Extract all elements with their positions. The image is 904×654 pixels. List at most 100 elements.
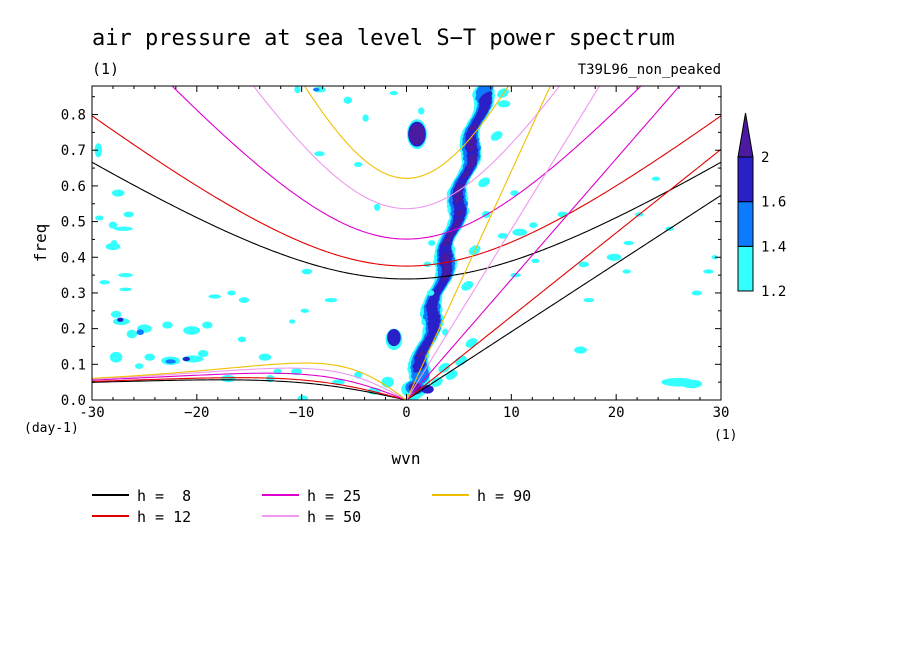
y-tick-label: 0.0 (61, 393, 86, 409)
contour-fill (389, 90, 399, 96)
y-tick-label: 0.7 (61, 143, 86, 159)
contour-fill (454, 196, 463, 204)
rossby-curve-h25 (92, 372, 407, 400)
y-tick-label: 0.8 (61, 108, 86, 124)
contour-fill (468, 158, 476, 166)
colorbar-label: 2 (761, 150, 769, 166)
contour-fill (314, 151, 325, 157)
inertia-gravity-curve-h8 (92, 161, 721, 280)
x-tick-label: 30 (713, 405, 730, 421)
rossby-curve-h8 (92, 379, 407, 400)
contour-fill (197, 350, 209, 358)
contour-fill (354, 162, 363, 167)
contour-fill (490, 131, 503, 141)
legend-label-h50: h = 50 (307, 508, 361, 526)
contour-fill (468, 153, 477, 161)
colorbar: 1.2 1.4 1.6 2 (737, 112, 786, 300)
rossby-curve-h90 (92, 362, 407, 400)
contour-fill (126, 329, 138, 339)
contour-fill (381, 376, 394, 388)
inertia-gravity-curve-h50 (252, 86, 561, 210)
contour-fill (438, 363, 451, 373)
contour-fill (606, 253, 622, 261)
x-axis-label: wvn (392, 449, 421, 468)
contour-fill (300, 308, 310, 313)
contour-fill (427, 240, 436, 246)
contour-fill (431, 377, 443, 388)
contour-fill (622, 269, 631, 274)
contour-fill (453, 192, 462, 200)
legend-label-h8: h = 8 (137, 487, 191, 505)
contour-fill (343, 96, 352, 104)
contour-fill (202, 321, 213, 329)
contour-fill (118, 272, 133, 278)
contour-fill (291, 367, 302, 376)
contour-fill (408, 382, 422, 393)
contour-fill (512, 228, 528, 236)
contour-fill (165, 359, 176, 364)
y-tick-label: 0.1 (61, 357, 86, 373)
y-axis-label: freq (31, 224, 50, 263)
contour-fill (442, 328, 449, 336)
contour-fill (294, 86, 301, 94)
contour-fill (110, 310, 122, 318)
contour-fill (123, 211, 134, 218)
contour-fill (442, 256, 450, 264)
contour-fill (111, 189, 125, 197)
x-tick-label: −10 (289, 405, 314, 421)
contour-fill (183, 326, 200, 335)
contour-fill (510, 190, 519, 196)
y-unit-label: (day-1) (24, 421, 79, 436)
x-unit-label: (1) (714, 428, 737, 443)
run-label: T39L96_non_peaked (578, 62, 721, 78)
contour-fill (423, 261, 432, 268)
legend-label-h25: h = 25 (307, 487, 361, 505)
y-tick-label: 0.6 (61, 179, 86, 195)
contour-fill (651, 176, 661, 181)
contour-fill (711, 255, 718, 260)
contour-fill (529, 222, 538, 229)
contour-fill (114, 226, 133, 231)
contour-fill (442, 260, 451, 268)
contour-fill (453, 203, 466, 215)
contour-fill (427, 310, 439, 321)
contour-fill (162, 321, 173, 329)
kelvin-curve-h25 (406, 86, 681, 400)
contour-fill (117, 317, 124, 322)
contour-fill (466, 136, 475, 144)
contour-fill (681, 379, 703, 389)
contour-fill (455, 209, 464, 217)
colorbar-max-triangle (737, 112, 754, 158)
contour-fill (289, 319, 296, 324)
colorbar-segment (737, 201, 754, 247)
contour-fill (462, 171, 470, 178)
contour-fill (623, 240, 634, 246)
contour-fill (208, 294, 221, 299)
kelvin-curve-h8 (406, 194, 721, 400)
legend: h = 8 h = 12 h = 25 h = 50 h = 90 (92, 487, 531, 526)
rossby-curve-h12 (92, 377, 407, 400)
contour-fill (427, 314, 441, 326)
x-tick-label: -30 (79, 405, 104, 421)
contour-fill (466, 162, 475, 170)
y-tick-label: 0.3 (61, 286, 86, 302)
y-tick-label: 0.2 (61, 322, 86, 338)
contour-fill (469, 123, 478, 131)
contour-fill (99, 280, 110, 285)
contour-fill (442, 269, 451, 277)
contour-fill (362, 114, 369, 122)
kelvin-curve-h90 (405, 86, 551, 400)
contour-fill (453, 199, 465, 210)
kelvin-curve-h12 (406, 148, 721, 400)
inertia-gravity-curve-h12 (92, 115, 721, 267)
contour-fill (110, 240, 118, 246)
x-tick-label: −20 (184, 405, 209, 421)
colorbar-label: 1.2 (761, 284, 786, 300)
contour-fill (574, 346, 587, 354)
colorbar-label: 1.4 (761, 239, 786, 255)
contour-fill (531, 258, 540, 263)
contour-fill (467, 141, 475, 148)
units-label: (1) (92, 60, 119, 78)
x-axis: -30 −20 −10 0 10 20 30 (79, 86, 729, 421)
